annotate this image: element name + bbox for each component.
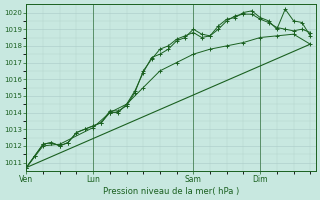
X-axis label: Pression niveau de la mer( hPa ): Pression niveau de la mer( hPa ) [103, 187, 239, 196]
